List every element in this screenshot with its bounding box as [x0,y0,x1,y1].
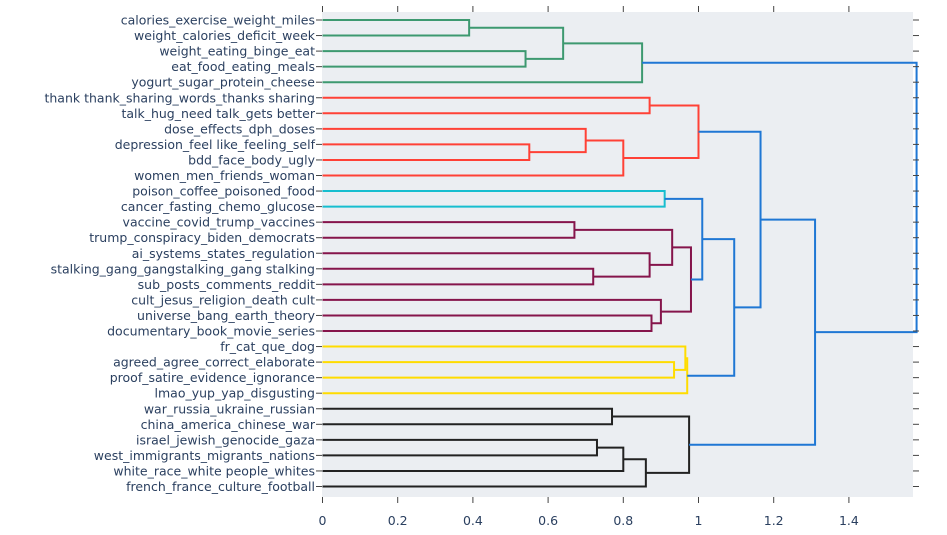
leaf-label: thank thank_sharing_words_thanks sharing [44,90,315,105]
leaf-label: bdd_face_body_ugly [188,152,315,167]
leaf-label: china_america_chinese_war [141,417,316,432]
leaf-label: weight_calories_deficit_week [134,28,316,43]
leaf-label: stalking_gang_gangstalking_gang stalking [51,261,315,276]
leaf-label: israel_jewish_genocide_gaza [136,432,315,447]
x-tick-label: 0 [319,513,327,528]
leaf-label: universe_bang_earth_theory [137,308,316,323]
leaf-label: cult_jesus_religion_death cult [131,292,315,307]
x-tick-label: 1.2 [764,513,784,528]
leaf-label: war_russia_ukraine_russian [144,401,315,416]
leaf-label: yogurt_sugar_protein_cheese [131,75,315,90]
leaf-label: vaccine_covid_trump_vaccines [123,215,315,230]
leaf-label: west_immigrants_migrants_nations [94,448,315,463]
leaf-label: weight_eating_binge_eat [159,44,315,59]
x-tick-label: 1.4 [839,513,859,528]
leaf-label: fr_cat_que_dog [220,339,315,354]
x-tick-label: 1 [695,513,703,528]
y-axis: calories_exercise_weight_milesweight_cal… [44,13,919,494]
leaf-label: agreed_agree_correct_elaborate [113,355,315,370]
leaf-label: proof_satire_evidence_ignorance [110,370,316,385]
leaf-label: documentary_book_movie_series [107,324,315,339]
leaf-label: women_men_friends_woman [134,168,315,183]
leaf-label: white_race_white people_whites [113,463,315,478]
leaf-label: poison_coffee_poisoned_food [132,184,315,199]
x-tick-label: 0.4 [463,513,483,528]
leaf-label: eat_food_eating_meals [171,59,315,74]
x-tick-label: 0.2 [388,513,408,528]
leaf-label: trump_conspiracy_biden_democrats [89,230,315,245]
leaf-label: french_france_culture_football [126,479,315,494]
dendrogram-link [642,61,918,334]
x-tick-label: 0.8 [613,513,633,528]
leaf-label: sub_posts_comments_reddit [138,277,315,292]
leaf-label: lmao_yup_yap_disgusting [155,386,315,401]
leaf-label: cancer_fasting_chemo_glucose [121,199,315,214]
x-tick-label: 0.6 [538,513,558,528]
leaf-label: talk_hug_need talk_gets better [121,106,315,121]
leaf-label: ai_systems_states_regulation [132,246,315,261]
x-axis: 0 0.2 0.4 0.6 0.8 1 1.2 1.4 [319,6,859,528]
leaf-label: calories_exercise_weight_miles [121,13,315,28]
leaf-label: dose_effects_dph_doses [164,121,315,136]
leaf-label: depression_feel like_feeling_self [115,137,316,152]
dendrogram-links [322,19,918,488]
